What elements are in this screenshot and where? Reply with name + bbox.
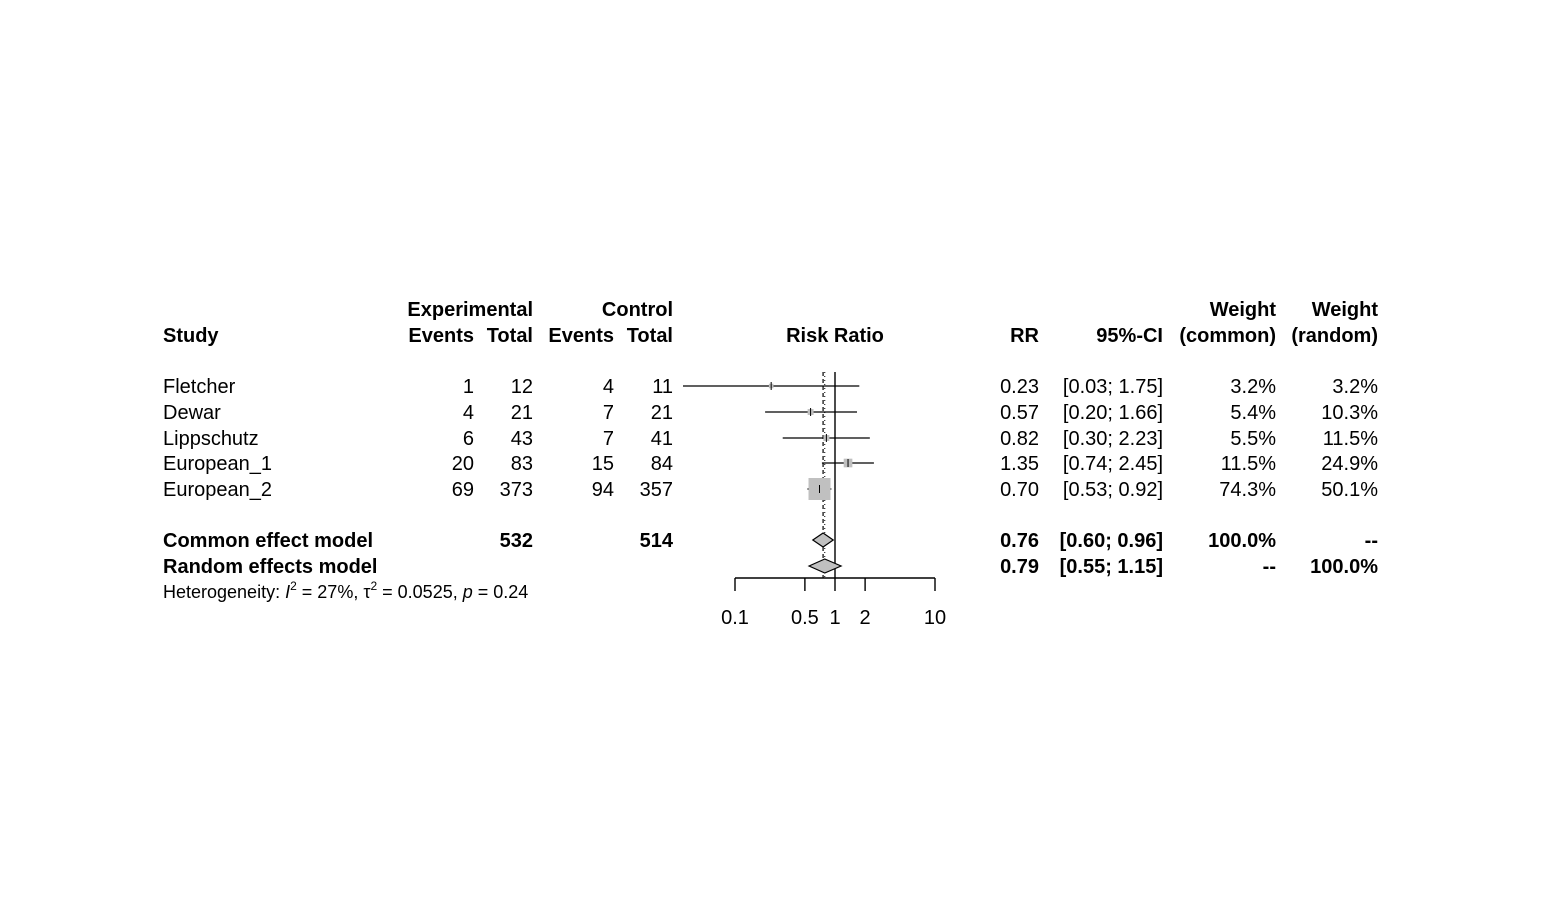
header-exp-total: Total — [487, 325, 533, 347]
rr-value: 0.57 — [1000, 402, 1039, 424]
weight-common: 3.2% — [1230, 376, 1276, 398]
ctrl-events: 4 — [603, 376, 614, 398]
random-effects-weight-random: 100.0% — [1310, 556, 1378, 578]
random-effects-diamond — [807, 558, 843, 574]
exp-events: 6 — [463, 428, 474, 450]
common-effect-diamond — [811, 532, 835, 548]
x-tick-label: 0.1 — [721, 607, 749, 629]
ci-value: [0.30; 2.23] — [1063, 428, 1163, 450]
study-name: Dewar — [163, 402, 221, 424]
weight-random: 10.3% — [1321, 402, 1378, 424]
x-tick-label: 10 — [924, 607, 946, 629]
exp-events: 20 — [452, 453, 474, 475]
rr-value: 0.23 — [1000, 376, 1039, 398]
common-effect-ctrl-total: 514 — [640, 530, 674, 552]
header-risk-ratio: Risk Ratio — [786, 325, 884, 347]
ctrl-total: 21 — [651, 402, 673, 424]
exp-total: 21 — [511, 402, 533, 424]
weight-random: 3.2% — [1332, 376, 1378, 398]
x-tick-label: 1 — [829, 607, 840, 629]
exp-total: 43 — [511, 428, 533, 450]
header-common-sub: (common) — [1179, 325, 1276, 347]
het-p-value: = 0.24 — [473, 582, 529, 602]
ctrl-total: 11 — [652, 376, 673, 398]
ci-value: [0.03; 1.75] — [1063, 376, 1163, 398]
common-effect-name: Common effect model — [163, 530, 373, 552]
header-random-sub: (random) — [1291, 325, 1378, 347]
het-tau-value: = 0.0525, — [377, 582, 463, 602]
exp-total: 373 — [500, 479, 533, 501]
study-name: European_2 — [163, 479, 272, 501]
ctrl-events: 7 — [603, 428, 614, 450]
ci-value: [0.74; 2.45] — [1063, 453, 1163, 475]
study-name: European_1 — [163, 453, 272, 475]
weight-common: 74.3% — [1219, 479, 1276, 501]
header-weight-common: Weight — [1210, 299, 1277, 321]
exp-events: 4 — [463, 402, 474, 424]
rr-value: 0.82 — [1000, 428, 1039, 450]
het-i-value: = 27%, — [297, 582, 364, 602]
common-effect-rr: 0.76 — [1000, 530, 1039, 552]
exp-total: 83 — [511, 453, 533, 475]
common-effect-ci: [0.60; 0.96] — [1060, 530, 1163, 552]
header-experimental: Experimental — [407, 299, 533, 321]
x-tick-label: 2 — [860, 607, 871, 629]
ci-value: [0.53; 0.92] — [1063, 479, 1163, 501]
forest-rows: Fletcher 1 12 4 11 0.23 [0.03; 1.75] 3.2% 3.2% De… — [163, 376, 1378, 578]
header-exp-events: Events — [408, 325, 474, 347]
het-tau-symbol: τ — [363, 582, 370, 602]
het-prefix: Heterogeneity: — [163, 582, 285, 602]
weight-random: 24.9% — [1321, 453, 1378, 475]
random-effects-ci: [0.55; 1.15] — [1060, 556, 1163, 578]
het-p-symbol: p — [462, 582, 473, 602]
header-ctrl-total: Total — [627, 325, 673, 347]
header-control: Control — [602, 299, 673, 321]
weight-random: 11.5% — [1323, 428, 1378, 450]
het-tau-sup: 2 — [370, 579, 377, 593]
ctrl-total: 357 — [640, 479, 673, 501]
het-i-sup: 2 — [290, 579, 297, 593]
rr-value: 0.70 — [1000, 479, 1039, 501]
weight-common: 5.5% — [1230, 428, 1276, 450]
header-weight-random: Weight — [1312, 299, 1379, 321]
weight-common: 5.4% — [1230, 402, 1276, 424]
het-i-symbol: I — [285, 582, 290, 602]
exp-events: 69 — [452, 479, 474, 501]
header-ci: 95%-CI — [1096, 325, 1163, 347]
ctrl-events: 15 — [592, 453, 614, 475]
ci-value: [0.20; 1.66] — [1063, 402, 1163, 424]
weight-common: 11.5% — [1221, 453, 1276, 475]
exp-events: 1 — [463, 376, 474, 398]
rr-value: 1.35 — [1000, 453, 1039, 475]
weight-random: 50.1% — [1321, 479, 1378, 501]
x-tick-label: 0.5 — [791, 607, 819, 629]
study-name: Fletcher — [163, 376, 236, 398]
common-effect-weight-common: 100.0% — [1208, 530, 1276, 552]
random-effects-weight-common: -- — [1263, 556, 1276, 578]
heterogeneity-text: Heterogeneity: I2 = 27%, τ2 = 0.0525, p … — [163, 579, 528, 602]
header-study: Study — [163, 325, 219, 347]
header-rr: RR — [1010, 325, 1039, 347]
forest-lines — [822, 372, 836, 578]
x-axis: 0.1 0.5 1 2 10 — [721, 577, 946, 629]
ctrl-events: 94 — [592, 479, 614, 501]
study-name: Lippschutz — [163, 428, 259, 450]
random-effects-name: Random effects model — [163, 556, 377, 578]
ctrl-events: 7 — [603, 402, 614, 424]
ctrl-total: 41 — [651, 428, 673, 450]
exp-total: 12 — [511, 376, 533, 398]
header-ctrl-events: Events — [548, 325, 614, 347]
random-effects-rr: 0.79 — [1000, 556, 1039, 578]
common-effect-weight-random: -- — [1365, 530, 1378, 552]
common-effect-exp-total: 532 — [500, 530, 533, 552]
ctrl-total: 84 — [651, 453, 673, 475]
